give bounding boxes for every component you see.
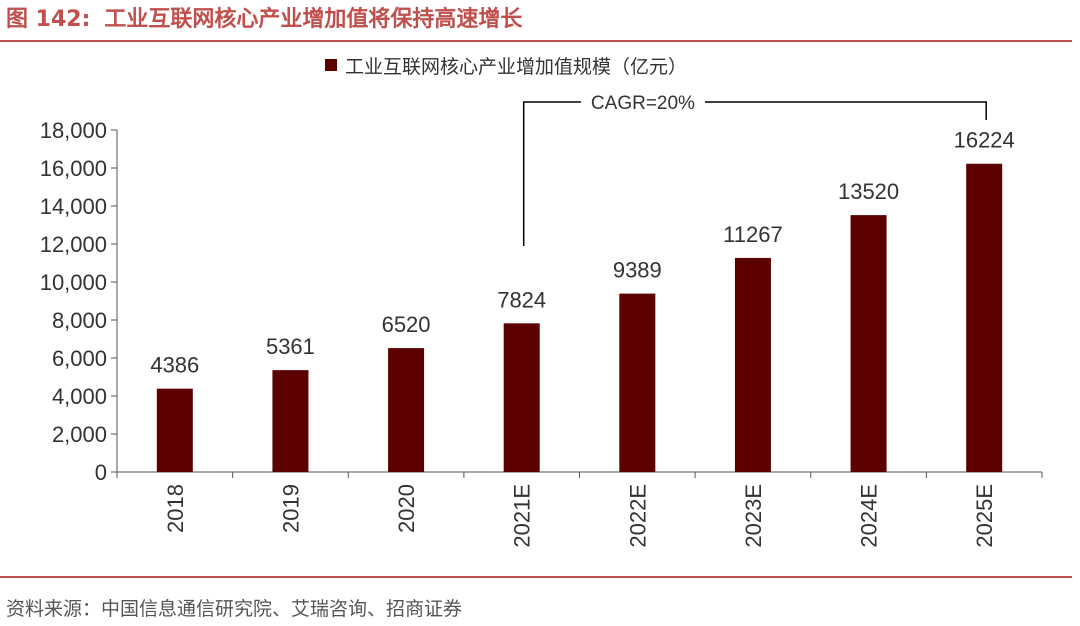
- bar-value-label: 13520: [838, 179, 899, 204]
- bottom-rule: [0, 576, 1072, 578]
- bar-value-label: 16224: [954, 128, 1015, 153]
- bar-value-label: 5361: [266, 334, 315, 359]
- legend: 工业互联网核心产业增加值规模（亿元）: [325, 56, 687, 78]
- y-tick-label: 18,000: [40, 118, 107, 143]
- x-tick-label: 2022E: [625, 484, 650, 548]
- bar-value-label: 11267: [723, 222, 783, 247]
- bar-chart: 工业互联网核心产业增加值规模（亿元） 0 2,000 4,000 6,000 8,000…: [40, 56, 1043, 548]
- cagr-label: CAGR=20%: [591, 93, 695, 114]
- bar-2022E: [619, 293, 656, 472]
- bar-value-label: 7824: [497, 287, 546, 312]
- x-tick-label: 2020: [394, 484, 419, 533]
- figure-number: 图 142:: [6, 7, 91, 32]
- bar-value-label: 9389: [613, 258, 662, 283]
- bar-2018: [156, 388, 193, 472]
- x-tick-label: 2025E: [972, 484, 997, 548]
- cagr-bracket-left: [522, 101, 581, 246]
- bar-2023E: [734, 257, 771, 472]
- y-tick-label: 12,000: [40, 232, 107, 257]
- bar-labels: 4386 5361 6520 7824 9389 11267 13520 16224: [150, 128, 1014, 378]
- x-tick-label: 2021E: [510, 484, 535, 548]
- cagr-annotation: CAGR=20%: [522, 93, 987, 246]
- bar-2019: [272, 370, 309, 472]
- bar-value-label: 4386: [150, 353, 199, 378]
- bar-value-label: 6520: [382, 312, 431, 337]
- bar-2020: [388, 348, 425, 472]
- bar-2025E: [966, 163, 1003, 472]
- bar-2024E: [850, 215, 887, 472]
- source-note: 资料来源：中国信息通信研究院、艾瑞咨询、招商证券: [6, 598, 463, 620]
- y-tick-label: 14,000: [40, 194, 107, 219]
- cagr-bracket-right: [704, 101, 987, 120]
- figure-title-text: 工业互联网核心产业增加值将保持高速增长: [104, 7, 523, 32]
- x-tick-label: 2023E: [741, 484, 766, 548]
- x-tick-label: 2018: [163, 484, 188, 533]
- y-tick-label: 16,000: [40, 156, 107, 181]
- legend-swatch: [325, 59, 337, 71]
- figure-title: 图 142: 工业互联网核心产业增加值将保持高速增长: [6, 4, 522, 36]
- y-tick-label: 10,000: [40, 270, 107, 295]
- y-tick-label: 0: [95, 460, 107, 485]
- top-rule: [0, 40, 1072, 42]
- bar-2021E: [503, 323, 540, 472]
- y-tick-label: 8,000: [52, 308, 107, 333]
- x-tick-label: 2024E: [857, 484, 882, 548]
- x-tick-label: 2019: [278, 484, 303, 533]
- x-axis: 2018 2019 2020 2021E 2022E 2023E 2024E 2025E: [116, 471, 1043, 548]
- bars: [156, 163, 1003, 472]
- legend-label: 工业互联网核心产业增加值规模（亿元）: [345, 56, 687, 78]
- y-tick-label: 2,000: [52, 422, 107, 447]
- y-axis: 0 2,000 4,000 6,000 8,000 10,000 12,000 14,000 1…: [40, 118, 118, 485]
- y-tick-label: 4,000: [52, 384, 107, 409]
- y-tick-label: 6,000: [52, 346, 107, 371]
